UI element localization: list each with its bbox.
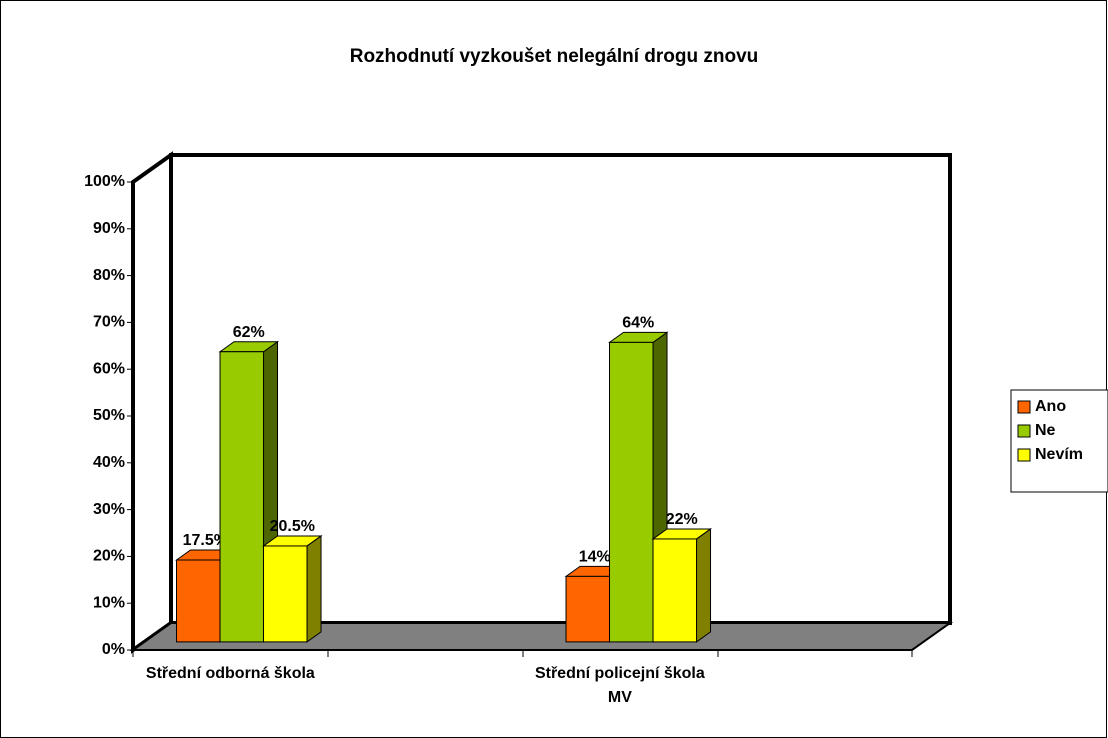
legend-swatch <box>1017 448 1031 462</box>
x-tick-label-box: Střední odborná škola <box>145 665 315 682</box>
y-tick-label: 10% <box>93 594 125 611</box>
y-tick-label: 90% <box>93 220 125 237</box>
legend-swatch <box>1017 400 1031 414</box>
y-tick-label: 30% <box>93 501 125 518</box>
x-tick-label: Střední policejní škola MV <box>534 665 705 706</box>
y-tick-label: 80% <box>93 267 125 284</box>
y-tick-label: 50% <box>93 407 125 424</box>
x-tick-label-box: Střední policejní škola MV <box>534 665 705 706</box>
chart-title: Rozhodnutí vyzkoušet nelegální drogu zno… <box>350 46 759 67</box>
side-wall <box>131 151 173 654</box>
bar <box>176 559 221 643</box>
legend-label: Nevím <box>1035 446 1083 463</box>
floor <box>129 622 954 651</box>
data-label: 22% <box>666 511 698 528</box>
y-tick-label: 60% <box>93 360 125 377</box>
data-label: 14% <box>579 549 611 566</box>
data-label: 62% <box>233 324 265 341</box>
bar <box>219 351 265 643</box>
bar <box>652 538 698 643</box>
bar <box>609 341 654 643</box>
legend-swatch <box>1017 424 1031 438</box>
bar <box>263 545 308 643</box>
y-tick-label: 20% <box>93 548 125 565</box>
data-label: 17.5% <box>183 532 228 549</box>
y-tick-label: 100% <box>84 173 125 190</box>
y-tick-label: 70% <box>93 314 125 331</box>
y-tick-label: 40% <box>93 454 125 471</box>
y-tick-label: 0% <box>102 641 125 658</box>
legend-label: Ne <box>1035 422 1056 439</box>
legend-label: Ano <box>1035 398 1066 415</box>
bar-side <box>696 527 712 643</box>
bar <box>565 575 611 643</box>
x-tick-label: Střední odborná škola <box>145 665 315 682</box>
data-label: 64% <box>622 315 654 332</box>
data-label: 20.5% <box>270 518 315 535</box>
category-ticks <box>132 650 913 657</box>
bar-side <box>306 534 322 643</box>
